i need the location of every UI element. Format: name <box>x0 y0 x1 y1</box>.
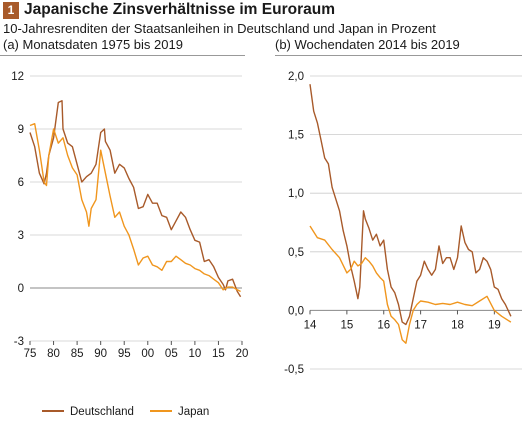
panel-b-series-deutschland <box>309 84 512 326</box>
panel-a-x-tick-label: 80 <box>47 348 60 360</box>
panel-a-series-deutschland <box>29 100 242 298</box>
panel-a-title: (a) Monatsdaten 1975 bis 2019 <box>3 37 183 52</box>
panel-a-x-tick-label: 75 <box>24 348 37 360</box>
figure-number-badge: 1 <box>3 2 19 19</box>
legend-label-deutschland: Deutschland <box>70 406 134 418</box>
panel-a-y-tick-label: 12 <box>11 71 24 83</box>
legend-label-japan: Japan <box>178 406 209 418</box>
panel-a-y-tick-label: 3 <box>18 230 24 242</box>
panel-a-y-tick-label: 0 <box>18 283 24 295</box>
panel-a-x-tick-label: 20 <box>236 348 249 360</box>
panel-b-y-tick-label: 1,5 <box>288 130 304 142</box>
panel-b-x-tick-label: 15 <box>340 319 353 331</box>
panel-b-x-tick-label: 16 <box>377 319 390 331</box>
panel-b-series-japan <box>309 225 512 344</box>
chart-title: Japanische Zinsverhältnisse im Euroraum <box>24 1 335 18</box>
panel-a-x-tick-label: 00 <box>141 348 154 360</box>
panel-b-title: (b) Wochendaten 2014 bis 2019 <box>275 37 460 52</box>
panel-a-x-tick-label: 95 <box>118 348 131 360</box>
panel-a-y-tick-label: -3 <box>14 336 24 348</box>
panel-b-x-tick-label: 17 <box>414 319 427 331</box>
panel-b-x-tick-label: 19 <box>488 319 501 331</box>
panel-b-x-tick-label: 18 <box>451 319 464 331</box>
panel-a-x-tick-label: 15 <box>212 348 225 360</box>
panel-a-x-tick-label: 85 <box>71 348 84 360</box>
chart-subtitle: 10-Jahresrenditen der Staatsanleihen in … <box>3 21 436 36</box>
panel-b-x-tick-label: 14 <box>304 319 317 331</box>
panel-b-y-tick-label: 0,5 <box>288 247 304 259</box>
panel-b-y-tick-label: -0,5 <box>284 364 304 376</box>
panel-a-y-tick-label: 6 <box>18 177 24 189</box>
panel-a-series-japan <box>29 123 241 293</box>
panel-b-y-tick-label: 0,0 <box>288 305 304 317</box>
panel-b-y-tick-label: 1,0 <box>288 188 304 200</box>
panel-b-y-tick-label: 2,0 <box>288 71 304 83</box>
panel-a-x-tick-label: 90 <box>94 348 107 360</box>
panel-a-x-tick-label: 05 <box>165 348 178 360</box>
panel-a-y-tick-label: 9 <box>18 124 24 136</box>
panel-a-x-tick-label: 10 <box>188 348 201 360</box>
